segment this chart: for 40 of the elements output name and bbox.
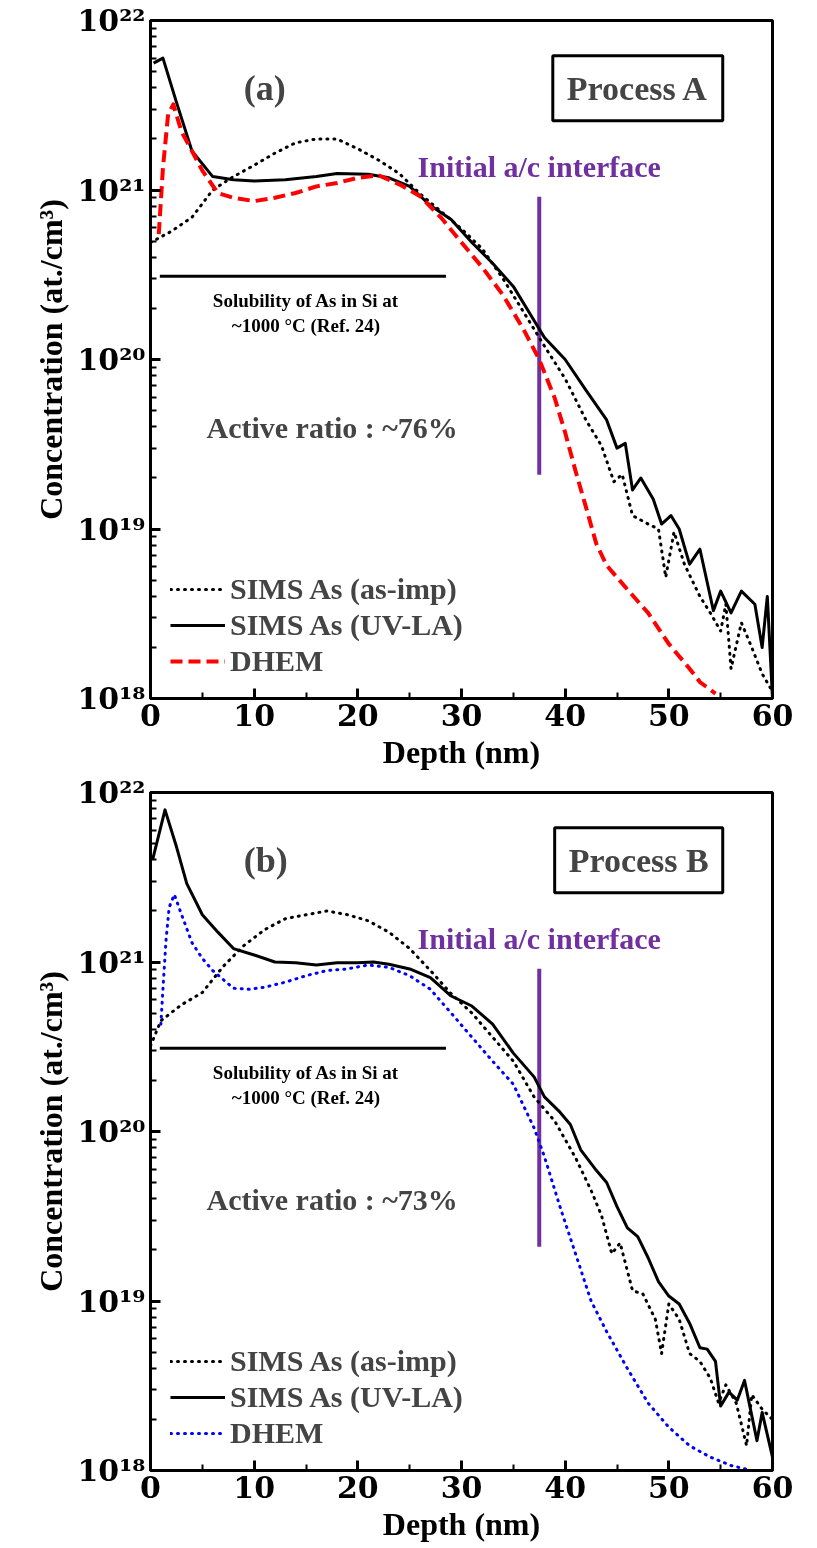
legend-label: DHEM (230, 644, 324, 678)
x-tick-label: 60 (751, 697, 794, 733)
y-tick-label: 10²² (77, 775, 146, 810)
y-tick-label: 10¹⁹ (77, 1283, 146, 1319)
ref-line-label: Initial a/c interface (417, 921, 661, 955)
annotation: Active ratio : ~73% (206, 1182, 458, 1216)
x-tick-label: 50 (647, 697, 690, 733)
legend-label: DHEM (230, 1416, 324, 1450)
text: Process B (568, 841, 709, 879)
y-tick-label: 10²¹ (77, 944, 146, 980)
y-axis-title: Concentration (at./cm³) (33, 199, 70, 520)
y-tick-label: 10²¹ (77, 172, 146, 208)
x-tick-label: 20 (336, 697, 379, 733)
legend-label: SIMS As (UV-LA) (230, 608, 463, 642)
legend-label: SIMS As (as-imp) (230, 572, 457, 606)
x-tick-label: 40 (544, 697, 587, 733)
ref-line-label: Solubility of As in Si at ~1000 °C (Ref. 24) (212, 290, 399, 338)
x-tick-label: 20 (336, 1469, 379, 1505)
y-tick-label: 10²² (77, 3, 146, 38)
y-tick-label: 10¹⁹ (77, 511, 146, 547)
x-tick-label: 40 (544, 1469, 587, 1505)
x-tick-label: 30 (440, 697, 483, 733)
y-tick-label: 10²⁰ (77, 342, 146, 377)
annotation: Active ratio : ~76% (206, 410, 458, 444)
x-tick-label: 50 (647, 1469, 690, 1505)
x-axis-title: Depth (nm) (382, 733, 541, 770)
legend-label: SIMS As (as-imp) (230, 1344, 457, 1378)
annotation: (a) (243, 68, 286, 109)
x-axis-title: Depth (nm) (382, 1505, 541, 1542)
legend-label: SIMS As (UV-LA) (230, 1380, 463, 1414)
text: Process A (566, 69, 708, 107)
y-axis-title: Concentration (at./cm³) (33, 971, 70, 1292)
annotation: (b) (243, 840, 288, 881)
y-tick-label: 10²⁰ (77, 1114, 146, 1149)
x-tick-label: 10 (233, 1469, 276, 1505)
x-tick-label: 30 (440, 1469, 483, 1505)
ref-line-label: Initial a/c interface (417, 149, 661, 183)
x-tick-label: 10 (233, 697, 276, 733)
x-tick-label: 60 (751, 1469, 794, 1505)
ref-line-label: Solubility of As in Si at ~1000 °C (Ref. 24) (212, 1062, 399, 1110)
